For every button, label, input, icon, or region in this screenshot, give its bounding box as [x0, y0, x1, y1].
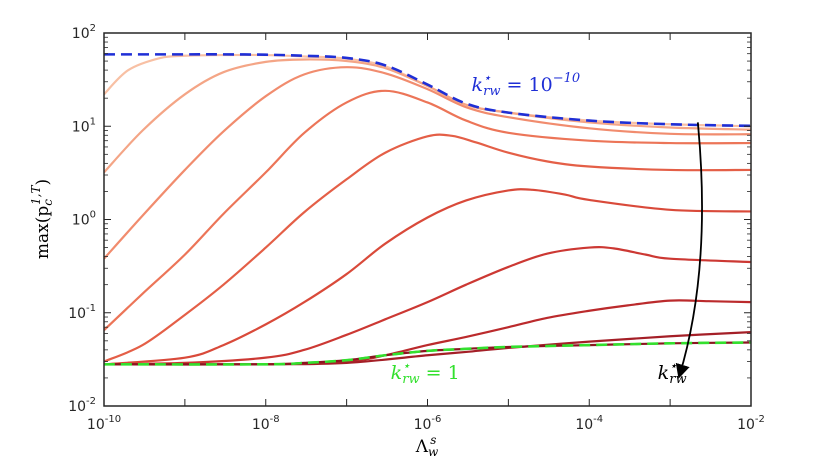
y-tick-label: 100 — [72, 210, 96, 229]
x-tick-label: 10-8 — [252, 414, 280, 433]
series-line-curve-5 — [104, 133, 751, 363]
x-tick-label: 10-6 — [414, 414, 442, 433]
y-tick-label: 101 — [72, 116, 96, 135]
series-line-curve-4 — [104, 89, 751, 331]
trend-arrow — [675, 122, 703, 379]
y-tick-label: 10-2 — [68, 396, 96, 415]
annotations-group: k⋆ rw = 10−10 k⋆ rw = 1 k⋆ rw — [391, 71, 687, 387]
y-tick-labels: 10-2 10-1 100 101 102 — [68, 23, 96, 415]
annotation-lower: k⋆ rw = 1 — [391, 359, 460, 387]
reference-lines-group — [104, 53, 751, 366]
series-line-curve-6 — [104, 188, 751, 366]
series-line-curve-3 — [104, 66, 751, 260]
series-line-curve-7 — [104, 246, 751, 366]
x-axis-label: Λws — [415, 433, 439, 459]
annotation-upper: k⋆ rw = 10−10 — [472, 71, 581, 99]
series-line-curve-2 — [104, 58, 751, 174]
annotation-arrow-label: k⋆ rw — [658, 359, 687, 387]
arrow-group — [675, 122, 703, 379]
lower-limit-dashed — [104, 341, 751, 366]
plot-frame — [103, 32, 752, 407]
x-tick-label: 10-2 — [737, 414, 765, 433]
x-tick-labels: 10-10 10-8 10-6 10-4 10-2 — [87, 414, 765, 433]
upper-limit-dashed — [104, 53, 751, 128]
y-axis-label: max(pc1,T) — [29, 179, 55, 259]
y-tick-label: 10-1 — [68, 303, 96, 322]
x-tick-label: 10-4 — [575, 414, 603, 433]
x-tick-label: 10-10 — [87, 414, 121, 433]
y-tick-label: 102 — [72, 23, 96, 42]
